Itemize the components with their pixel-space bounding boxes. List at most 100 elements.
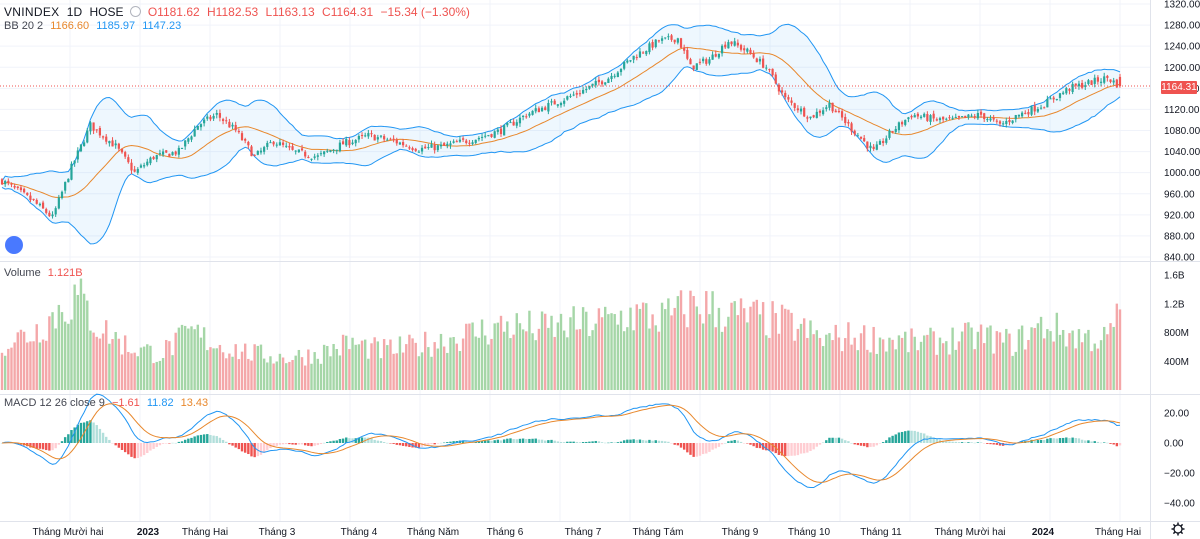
volume-bar: [641, 302, 645, 390]
candle-body: [171, 152, 174, 156]
candle-body: [111, 140, 114, 147]
macd-hist-bar: [86, 421, 89, 443]
candle-body: [263, 147, 266, 152]
volume-bar: [604, 306, 607, 390]
volume-tick-label: 1.6B: [1164, 271, 1185, 282]
candle-body: [531, 110, 534, 115]
macd-hist-bar: [294, 443, 297, 445]
volume-bar: [332, 343, 335, 390]
volume-legend[interactable]: Volume 1.121B: [4, 267, 87, 279]
candle-body: [771, 68, 774, 76]
macd-hist-bar: [165, 443, 168, 444]
volume-bar: [859, 333, 863, 390]
candle-body: [964, 115, 967, 118]
volume-bar: [853, 337, 856, 390]
volume-bar: [392, 353, 395, 390]
macd-hist-bar: [578, 442, 582, 443]
macd-hist-bar: [199, 434, 203, 443]
candle-body: [155, 155, 158, 160]
candle-body: [910, 116, 913, 118]
volume-bar: [566, 337, 569, 390]
candle-body: [1109, 79, 1112, 82]
macd-label: MACD 12 26 close 9: [4, 397, 105, 409]
volume-bar: [581, 307, 585, 390]
candle-body: [247, 141, 250, 146]
macd-hist-value: −1.61: [111, 397, 140, 409]
volume-bar: [136, 356, 140, 390]
macd-hist-bar: [780, 443, 784, 456]
bb-legend[interactable]: BB 20 2 1166.60 1185.97 1147.23: [4, 20, 185, 32]
tradingview-logo-icon[interactable]: [5, 236, 23, 254]
volume-bar: [35, 324, 38, 390]
candle-body: [1090, 80, 1093, 86]
candle-body: [408, 147, 411, 149]
candle-body: [19, 187, 23, 191]
candle-body: [1081, 82, 1084, 88]
macd-hist-bar: [420, 443, 424, 447]
candle-body: [503, 125, 506, 136]
price-tick-label: 960.00: [1164, 189, 1195, 200]
candle-body: [660, 38, 664, 41]
volume-bar: [1071, 330, 1074, 390]
volume-bar: [171, 355, 174, 390]
macd-hist-bar: [174, 442, 177, 444]
volume-bar: [281, 357, 285, 390]
volume-bar: [701, 323, 705, 390]
volume-bar: [1109, 323, 1112, 390]
volume-bar: [1074, 348, 1077, 390]
candle-body: [720, 45, 724, 54]
macd-hist-bar: [256, 443, 260, 457]
candle-body: [739, 45, 743, 50]
macd-hist-bar: [569, 441, 572, 443]
candle-body: [48, 212, 51, 217]
macd-hist-bar: [689, 443, 692, 455]
volume-bar: [1017, 329, 1021, 390]
volume-bar: [303, 365, 307, 390]
macd-hist-bar: [243, 443, 247, 453]
candle-body: [780, 90, 784, 93]
volume-bar: [247, 358, 250, 390]
candle-body: [139, 165, 143, 168]
volume-bar: [913, 336, 916, 390]
candle-body: [642, 52, 645, 54]
macd-hist-bar: [54, 443, 57, 449]
volume-bar: [1118, 309, 1122, 390]
volume-bar: [502, 331, 506, 390]
volume-bar: [938, 337, 942, 390]
volume-bar: [1027, 339, 1030, 390]
volume-bar: [679, 290, 683, 390]
macd-hist-bar: [240, 443, 244, 452]
macd-hist-bar: [206, 434, 209, 443]
candle-body: [266, 142, 269, 147]
macd-hist-bar: [496, 439, 500, 443]
volume-bar: [840, 351, 844, 390]
volume-bar: [193, 329, 196, 390]
volume-bar: [123, 335, 127, 390]
candle-body: [455, 141, 458, 143]
candle-body: [657, 40, 661, 42]
macd-hist-bar: [720, 443, 724, 445]
candle-body: [285, 145, 288, 147]
macd-legend[interactable]: MACD 12 26 close 9 −1.61 11.82 13.43: [4, 397, 212, 409]
volume-bar: [809, 320, 812, 390]
volume-bar: [1058, 334, 1062, 390]
macd-hist-bar: [572, 441, 575, 443]
candle-body: [869, 145, 872, 149]
volume-bar: [1039, 316, 1043, 390]
volume-bar: [610, 313, 613, 390]
candle-body: [831, 102, 834, 112]
candle-body: [392, 138, 395, 141]
volume-bar: [256, 345, 260, 390]
volume-bar: [465, 323, 468, 390]
volume-bar: [682, 314, 686, 390]
macd-hist-bar: [335, 440, 338, 443]
gear-icon[interactable]: [1171, 522, 1185, 536]
candle-body: [1118, 76, 1122, 87]
macd-hist-bar: [225, 441, 228, 443]
symbol-name[interactable]: VNINDEX: [4, 5, 60, 19]
candle-body: [900, 122, 904, 125]
macd-hist-bar: [733, 440, 736, 443]
volume-bar: [979, 324, 983, 390]
volume-bar: [954, 349, 957, 390]
